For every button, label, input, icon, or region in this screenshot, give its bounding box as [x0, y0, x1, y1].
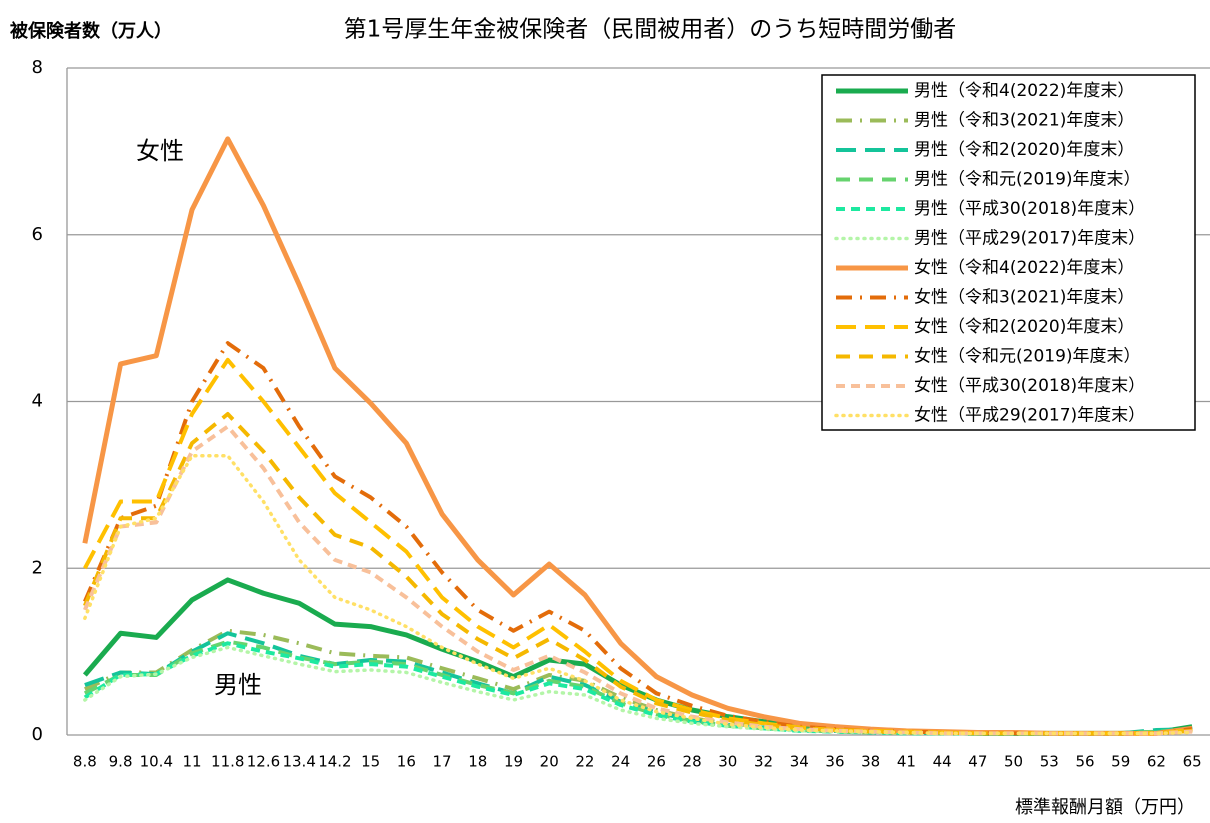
x-tick-label: 17 — [433, 753, 452, 771]
legend-label: 男性（平成29(2017)年度末） — [914, 229, 1145, 249]
x-tick-label: 20 — [540, 753, 559, 771]
legend-label: 男性（令和2(2020)年度末） — [914, 140, 1134, 160]
x-tick-label: 44 — [933, 753, 952, 771]
x-tick-label: 22 — [575, 753, 594, 771]
legend-label: 男性（令和4(2022)年度末） — [914, 81, 1134, 101]
y-axis-label: 被保険者数（万人） — [10, 20, 172, 42]
annotation: 女性 — [136, 137, 184, 165]
x-tick-label: 62 — [1147, 753, 1166, 771]
x-tick-label: 11 — [182, 753, 201, 771]
x-tick-label: 16 — [397, 753, 416, 771]
chart-title: 第1号厚生年金被保険者（民間被用者）のうち短時間労働者 — [344, 17, 957, 43]
y-tick-label: 4 — [32, 391, 43, 412]
x-tick-label: 41 — [897, 753, 916, 771]
x-tick-label: 9.8 — [109, 753, 133, 771]
x-tick-label: 15 — [361, 753, 380, 771]
x-tick-label: 56 — [1075, 753, 1094, 771]
legend-label: 男性（令和3(2021)年度末） — [914, 111, 1134, 131]
x-tick-label: 8.8 — [73, 753, 97, 771]
series-line — [83, 341, 1193, 736]
x-tick-label: 50 — [1004, 753, 1023, 771]
series-line — [83, 424, 1193, 736]
x-tick-label: 26 — [647, 753, 666, 771]
x-tick-label: 11.8 — [211, 753, 244, 771]
x-axis-label: 標準報酬月額（万円） — [1015, 797, 1195, 818]
legend-label: 女性（令和4(2022)年度末） — [914, 258, 1134, 278]
x-tick-label: 59 — [1111, 753, 1130, 771]
legend-label: 女性（令和3(2021)年度末） — [914, 288, 1134, 308]
annotation: 男性 — [214, 671, 262, 699]
y-tick-label: 2 — [32, 557, 43, 578]
x-tick-label: 19 — [504, 753, 523, 771]
x-tick-label: 47 — [968, 753, 987, 771]
x-tick-label: 13.4 — [282, 753, 315, 771]
legend-box — [821, 74, 1196, 431]
legend-label: 女性（令和元(2019)年度末） — [914, 347, 1141, 367]
legend-label: 男性（令和元(2019)年度末） — [914, 170, 1141, 190]
y-tick-label: 0 — [32, 724, 43, 745]
x-tick-label: 38 — [861, 753, 880, 771]
legend-label: 女性（平成30(2018)年度末） — [914, 376, 1145, 396]
x-tick-label: 28 — [683, 753, 702, 771]
x-tick-label: 12.6 — [247, 753, 280, 771]
legend: 男性（令和4(2022)年度末） 男性（令和3(2021)年度末） 男性（令和2(2… — [834, 81, 1145, 426]
x-tick-label: 53 — [1040, 753, 1059, 771]
x-tick-label: 24 — [611, 753, 630, 771]
x-tick-label: 18 — [468, 753, 487, 771]
y-tick-label: 8 — [32, 57, 43, 78]
y-tick-label: 6 — [32, 224, 43, 245]
x-tick-label: 30 — [718, 753, 737, 771]
x-tick-label: 65 — [1183, 753, 1202, 771]
x-tick-label: 10.4 — [140, 753, 173, 771]
x-tick-label: 14.2 — [318, 753, 351, 771]
x-tick-label: 36 — [825, 753, 844, 771]
x-tick-label: 32 — [754, 753, 773, 771]
legend-label: 女性（平成29(2017)年度末） — [914, 406, 1145, 426]
legend-label: 女性（令和2(2020)年度末） — [914, 317, 1134, 337]
legend-label: 男性（平成30(2018)年度末） — [914, 199, 1145, 219]
x-tick-label: 34 — [790, 753, 809, 771]
